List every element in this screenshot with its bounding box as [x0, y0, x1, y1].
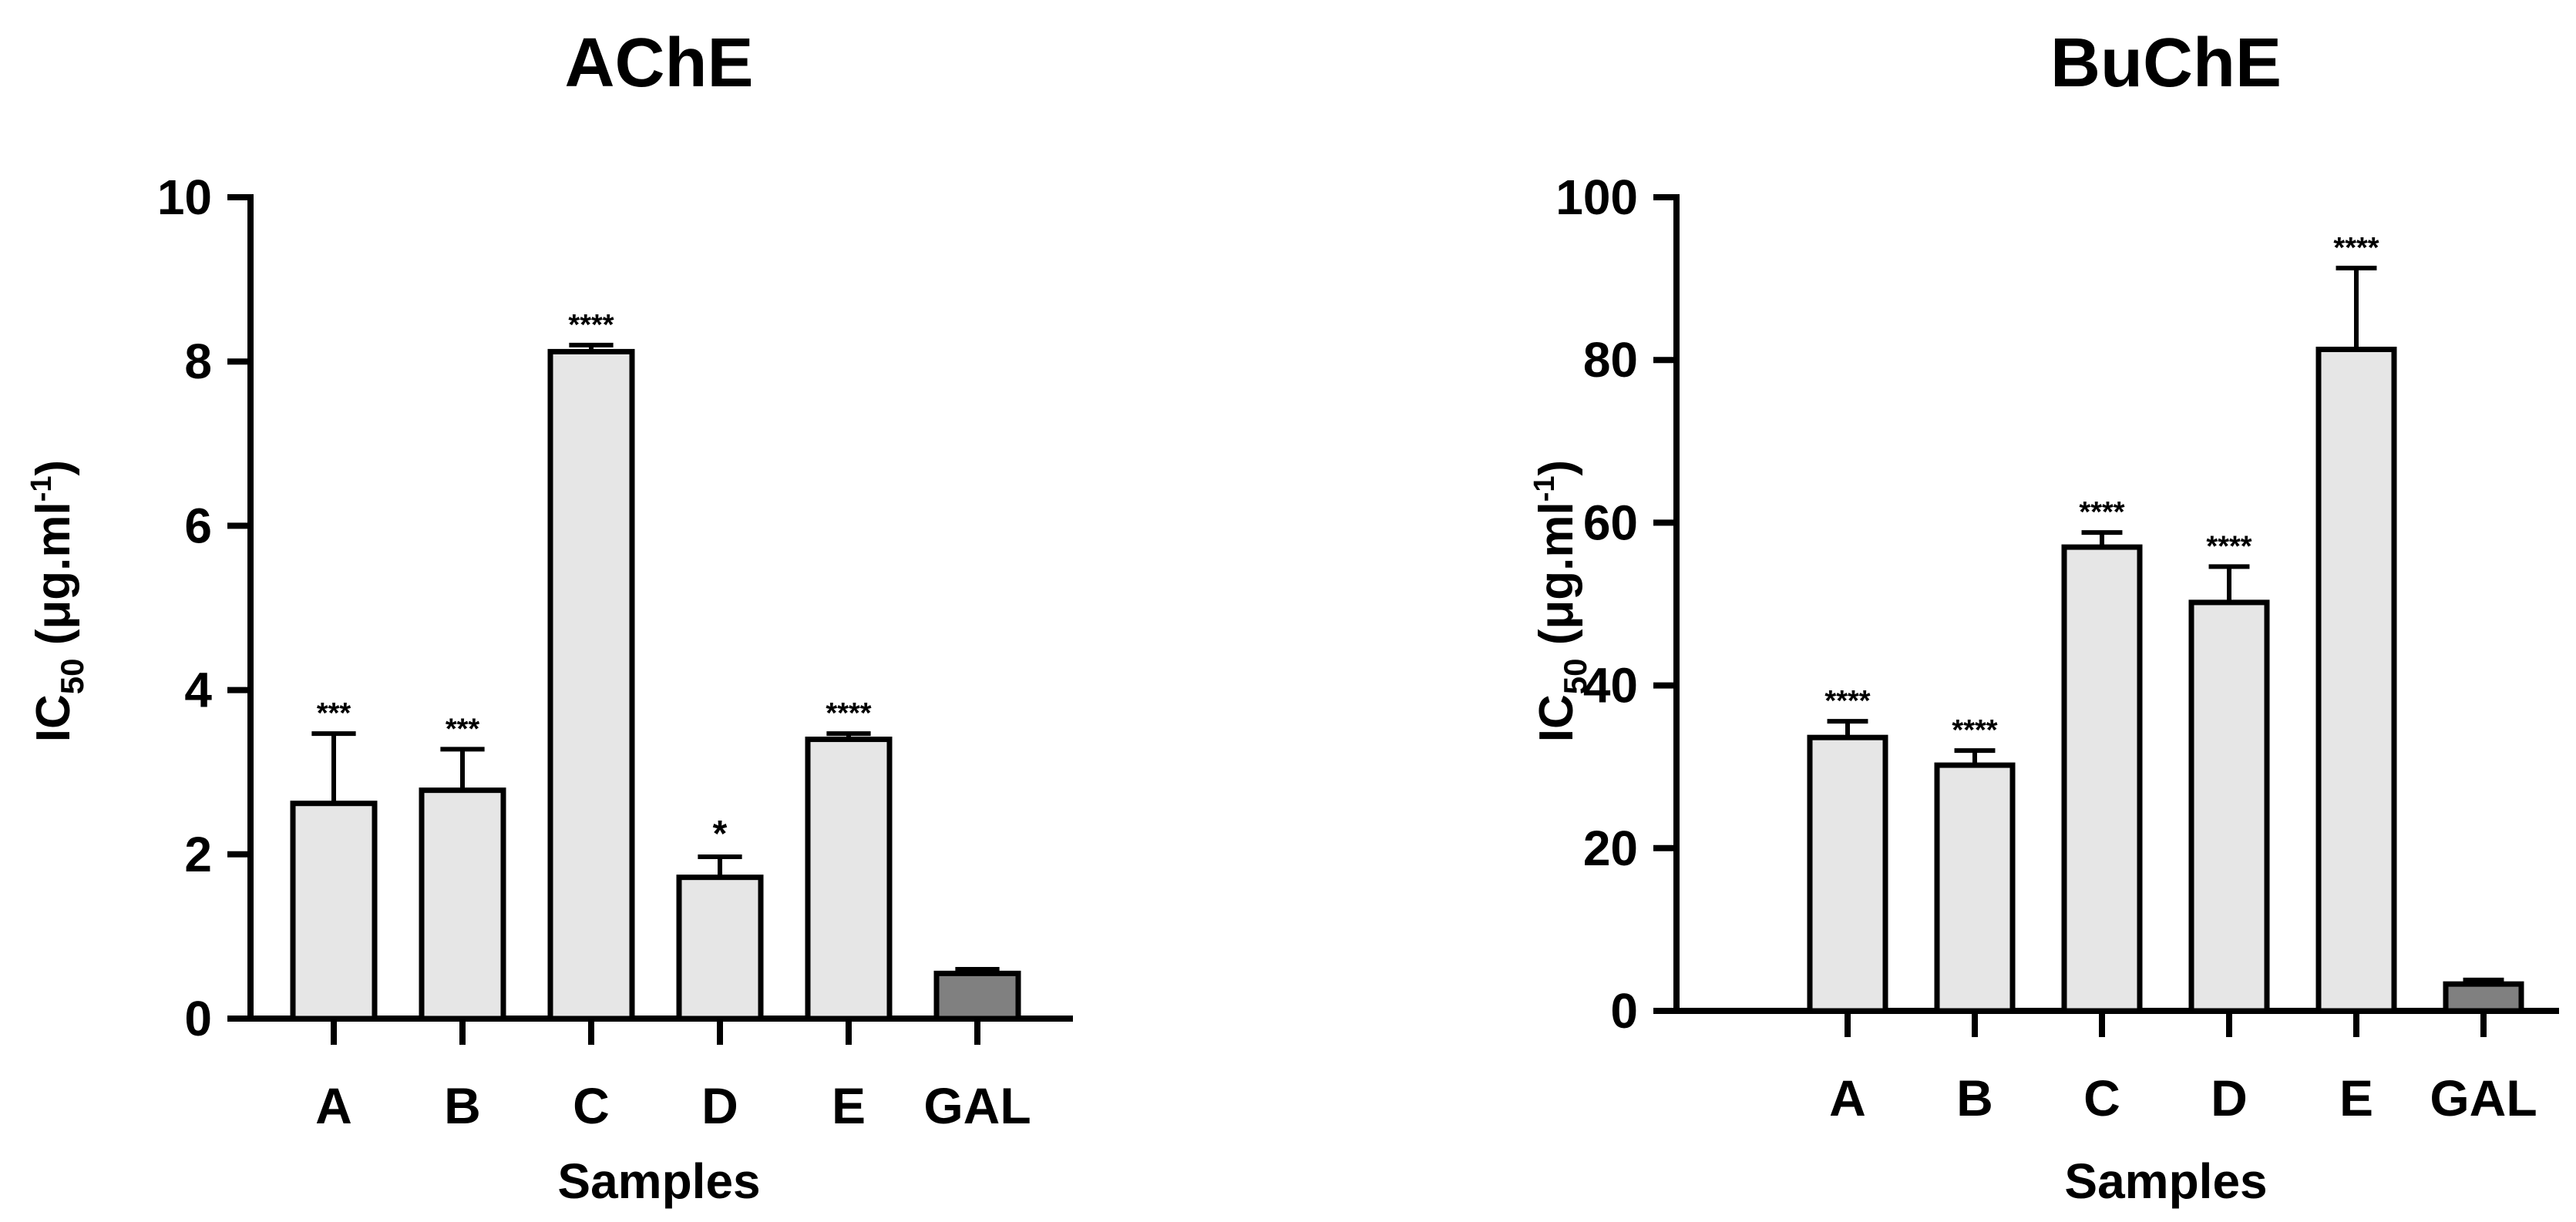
svg-text:IC50 (μg.ml-1): IC50 (μg.ml-1)	[1528, 460, 1593, 742]
x-tick-label: E	[832, 1077, 866, 1134]
x-tick-label: C	[573, 1077, 610, 1134]
svg-text:IC50 (μg.ml-1): IC50 (μg.ml-1)	[25, 460, 90, 742]
significance-label: ****	[2333, 232, 2379, 264]
significance-label: ****	[2079, 496, 2124, 529]
y-tick-label: 4	[184, 663, 212, 718]
x-tick-label: D	[2211, 1069, 2248, 1126]
bar-e	[805, 737, 893, 1022]
y-tick-label: 2	[184, 827, 212, 882]
significance-label: ***	[446, 713, 480, 745]
bar-d	[2188, 599, 2270, 1014]
y-tick-label: 20	[1583, 821, 1638, 876]
y-axis-label-unit-close: )	[1530, 460, 1583, 476]
bar-a	[1807, 734, 1888, 1014]
significance-label: ****	[2206, 530, 2251, 562]
y-tick-label: 0	[184, 991, 212, 1046]
bar-c	[547, 348, 635, 1022]
bar-gal	[933, 970, 1021, 1022]
bar-b	[1934, 762, 2016, 1014]
x-tick-label: A	[1829, 1069, 1866, 1126]
x-tick-label: GAL	[923, 1077, 1031, 1134]
y-axis-label: IC50 (μg.ml-1)	[25, 460, 90, 742]
ache-chart: AChE Samples IC50 (μg.ml-1) 0 2 4 6 8 10 A *** B…	[25, 25, 1073, 1209]
y-tick-label: 6	[184, 498, 212, 553]
buche-chart: BuChE Samples IC50 (μg.ml-1) 0 20 40 60 80 10…	[1528, 25, 2559, 1209]
significance-label: ****	[1952, 714, 1997, 747]
y-tick-label: 80	[1583, 332, 1638, 388]
x-tick-label: B	[1956, 1069, 1993, 1126]
bar-c	[2061, 544, 2143, 1014]
y-axis-label-unit: (μg.ml	[27, 502, 80, 658]
y-axis-label: IC50 (μg.ml-1)	[1528, 460, 1593, 742]
y-tick-label: 8	[184, 334, 212, 389]
y-axis-label-superscript: -1	[1528, 475, 1561, 502]
x-tick-label: B	[444, 1077, 481, 1134]
y-axis-label-main: IC	[27, 694, 80, 742]
significance-label: ****	[568, 309, 614, 341]
y-tick-label: 60	[1583, 495, 1638, 550]
y-axis-label-unit: (μg.ml	[1530, 502, 1583, 658]
plot-area: 0 2 4 6 8 10 A *** B *** C **** D * E **** GAL	[157, 170, 1073, 1134]
chart-title: BuChE	[2050, 25, 2282, 102]
x-tick-label: GAL	[2430, 1069, 2537, 1126]
x-tick-label: D	[701, 1077, 738, 1134]
y-tick-label: 0	[1610, 983, 1638, 1039]
y-tick-label: 40	[1583, 658, 1638, 713]
bar-d	[676, 875, 764, 1022]
significance-label: ***	[317, 697, 351, 730]
x-tick-label: A	[315, 1077, 352, 1134]
y-axis-label-main: IC	[1530, 694, 1583, 742]
x-axis-label: Samples	[2064, 1153, 2267, 1209]
chart-title: AChE	[565, 25, 754, 102]
y-axis-label-subscript: 50	[54, 659, 90, 695]
x-tick-label: E	[2339, 1069, 2373, 1126]
y-tick-label: 10	[157, 170, 212, 225]
significance-label: *	[713, 814, 728, 854]
plot-area: 0 20 40 60 80 100 A **** B **** C **** D **** E **** GAL	[1555, 170, 2559, 1126]
x-tick-label: C	[2083, 1069, 2120, 1126]
significance-label: ****	[826, 697, 871, 730]
significance-label: ****	[1824, 685, 1870, 717]
y-axis-label-superscript: -1	[25, 475, 58, 502]
y-tick-label: 100	[1555, 170, 1638, 225]
bar-e	[2315, 346, 2397, 1014]
bar-a	[290, 801, 378, 1022]
bar-b	[419, 787, 506, 1022]
y-axis-label-unit-close: )	[27, 460, 80, 476]
y-axis-label-subscript: 50	[1557, 659, 1593, 695]
bar-gal	[2443, 981, 2524, 1014]
x-axis-label: Samples	[557, 1153, 760, 1209]
